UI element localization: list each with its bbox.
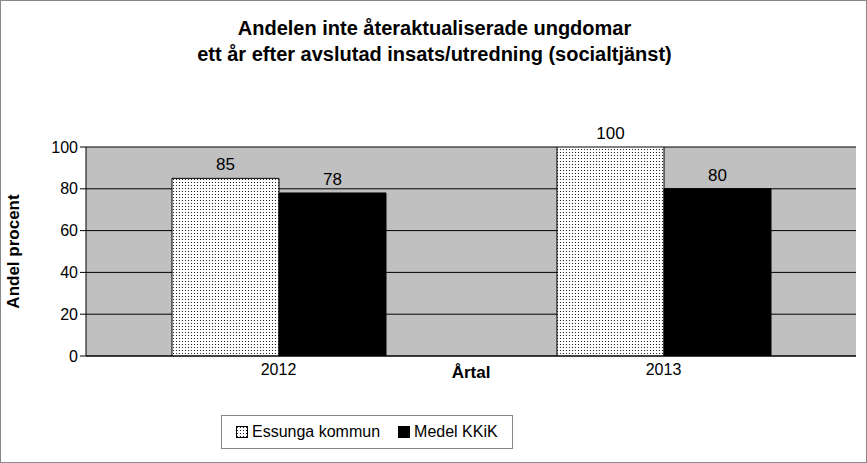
svg-text:80: 80 xyxy=(60,180,78,197)
html-text:Medel KKiK: Medel KKiK xyxy=(414,423,498,440)
svg-text:0: 0 xyxy=(69,348,78,365)
html-text:Andelen inte återaktualiserade: Andelen inte återaktualiserade ungdomar xyxy=(237,17,632,39)
svg-text:20: 20 xyxy=(60,306,78,323)
svg-text:100: 100 xyxy=(596,124,624,143)
svg-text:Andel procent: Andel procent xyxy=(8,194,23,309)
svg-text:2013: 2013 xyxy=(646,361,682,378)
svg-text:78: 78 xyxy=(323,170,342,189)
html-text:ett år efter avslutad insats/u: ett år efter avslutad insats/utredning (… xyxy=(197,43,672,65)
svg-text:85: 85 xyxy=(216,155,235,174)
svg-text:100: 100 xyxy=(51,139,78,156)
html-text:Essunga kommun: Essunga kommun xyxy=(252,423,381,440)
svg-text:60: 60 xyxy=(60,222,78,239)
svg-text:Årtal: Årtal xyxy=(452,363,491,382)
svg-text:2012: 2012 xyxy=(261,361,297,378)
svg-text:80: 80 xyxy=(708,166,727,185)
svg-text:40: 40 xyxy=(60,264,78,281)
